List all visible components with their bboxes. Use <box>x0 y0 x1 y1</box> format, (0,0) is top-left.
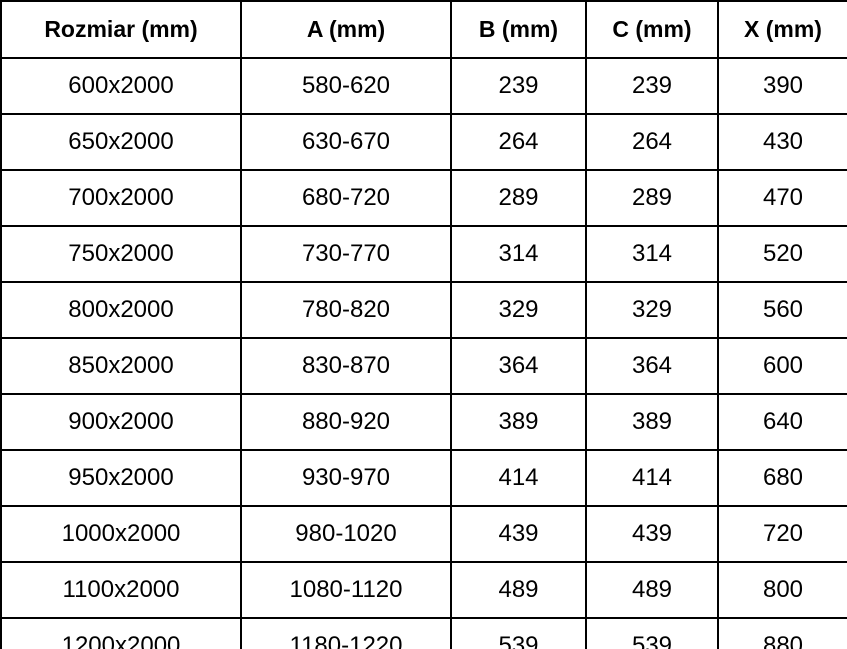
table-cell-x: 680 <box>717 449 847 507</box>
table-row: 600x2000 580-620 239 239 390 <box>0 57 847 115</box>
table-row: 850x2000 830-870 364 364 600 <box>0 337 847 395</box>
table-cell-rozmiar: 900x2000 <box>0 393 242 451</box>
table-row: 950x2000 930-970 414 414 680 <box>0 449 847 507</box>
table-cell-a: 730-770 <box>240 225 452 283</box>
table-cell-a: 980-1020 <box>240 505 452 563</box>
table-cell-rozmiar: 650x2000 <box>0 113 242 171</box>
table-cell-x: 600 <box>717 337 847 395</box>
table-cell-c: 539 <box>585 617 719 649</box>
table-cell-b: 364 <box>450 337 587 395</box>
table-row: 1200x2000 1180-1220 539 539 880 <box>0 617 847 649</box>
table-cell-c: 239 <box>585 57 719 115</box>
table-row: 650x2000 630-670 264 264 430 <box>0 113 847 171</box>
table-cell-rozmiar: 1100x2000 <box>0 561 242 619</box>
table-cell-x: 560 <box>717 281 847 339</box>
table-cell-rozmiar: 1000x2000 <box>0 505 242 563</box>
table-cell-b: 289 <box>450 169 587 227</box>
table-cell-x: 880 <box>717 617 847 649</box>
table-cell-b: 439 <box>450 505 587 563</box>
table-cell-b: 314 <box>450 225 587 283</box>
header-row: Rozmiar (mm) A (mm) B (mm) C (mm) X (mm) <box>0 0 847 59</box>
table-cell-a: 930-970 <box>240 449 452 507</box>
table-cell-b: 264 <box>450 113 587 171</box>
table-cell-c: 364 <box>585 337 719 395</box>
table-cell-x: 720 <box>717 505 847 563</box>
table-cell-c: 389 <box>585 393 719 451</box>
table-cell-rozmiar: 600x2000 <box>0 57 242 115</box>
table-cell-a: 630-670 <box>240 113 452 171</box>
table-cell-a: 680-720 <box>240 169 452 227</box>
table-cell-c: 439 <box>585 505 719 563</box>
table-cell-rozmiar: 700x2000 <box>0 169 242 227</box>
table-cell-a: 1080-1120 <box>240 561 452 619</box>
table-cell-rozmiar: 1200x2000 <box>0 617 242 649</box>
column-header-c: C (mm) <box>585 0 719 59</box>
table-cell-a: 830-870 <box>240 337 452 395</box>
table-cell-c: 314 <box>585 225 719 283</box>
table-cell-b: 239 <box>450 57 587 115</box>
table-row: 800x2000 780-820 329 329 560 <box>0 281 847 339</box>
table-cell-a: 780-820 <box>240 281 452 339</box>
table-cell-x: 430 <box>717 113 847 171</box>
table-row: 750x2000 730-770 314 314 520 <box>0 225 847 283</box>
table-cell-x: 520 <box>717 225 847 283</box>
table-cell-b: 389 <box>450 393 587 451</box>
table-cell-rozmiar: 950x2000 <box>0 449 242 507</box>
table-cell-x: 470 <box>717 169 847 227</box>
table-cell-a: 880-920 <box>240 393 452 451</box>
table-cell-c: 489 <box>585 561 719 619</box>
column-header-b: B (mm) <box>450 0 587 59</box>
table-cell-a: 1180-1220 <box>240 617 452 649</box>
table-cell-c: 329 <box>585 281 719 339</box>
table-cell-b: 539 <box>450 617 587 649</box>
table-cell-rozmiar: 750x2000 <box>0 225 242 283</box>
table-row: 1100x2000 1080-1120 489 489 800 <box>0 561 847 619</box>
table-cell-x: 640 <box>717 393 847 451</box>
table-row: 1000x2000 980-1020 439 439 720 <box>0 505 847 563</box>
column-header-rozmiar: Rozmiar (mm) <box>0 0 242 59</box>
table-row: 900x2000 880-920 389 389 640 <box>0 393 847 451</box>
table-row: 700x2000 680-720 289 289 470 <box>0 169 847 227</box>
table-cell-x: 390 <box>717 57 847 115</box>
table-cell-b: 329 <box>450 281 587 339</box>
table-cell-b: 489 <box>450 561 587 619</box>
table-cell-a: 580-620 <box>240 57 452 115</box>
table-cell-x: 800 <box>717 561 847 619</box>
table-cell-b: 414 <box>450 449 587 507</box>
column-header-x: X (mm) <box>717 0 847 59</box>
table-cell-rozmiar: 850x2000 <box>0 337 242 395</box>
table-cell-c: 264 <box>585 113 719 171</box>
table-cell-c: 289 <box>585 169 719 227</box>
column-header-a: A (mm) <box>240 0 452 59</box>
table-cell-c: 414 <box>585 449 719 507</box>
table-cell-rozmiar: 800x2000 <box>0 281 242 339</box>
